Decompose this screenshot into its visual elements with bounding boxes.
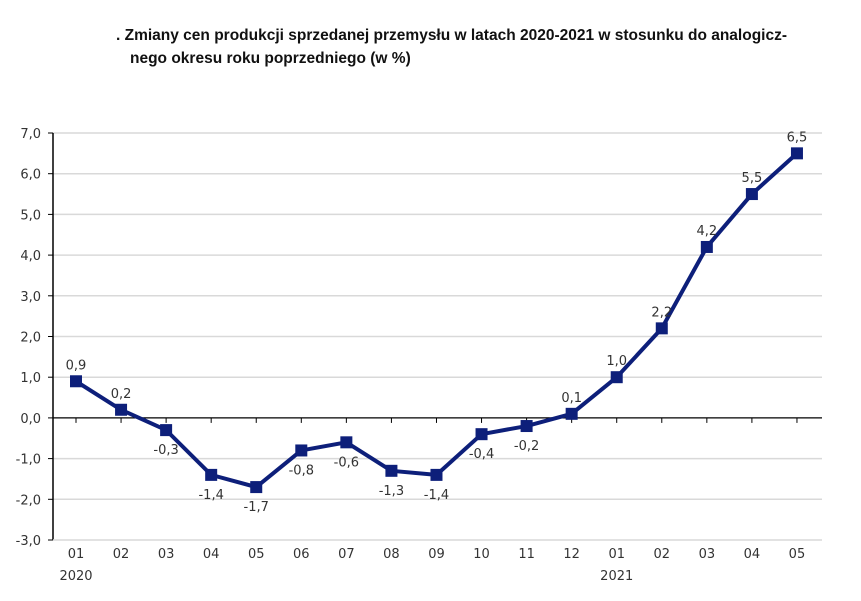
data-point: [115, 403, 128, 416]
data-label: 4,2: [696, 224, 717, 239]
x-tick-label: 04: [744, 547, 761, 562]
data-label: 2,2: [651, 305, 672, 320]
x-tick-label: 01: [68, 547, 85, 562]
y-tick-label: 7,0: [20, 127, 41, 142]
data-point: [160, 424, 173, 437]
data-point: [520, 420, 533, 433]
data-label: 1,0: [606, 354, 627, 369]
x-tick-label: 10: [473, 547, 490, 562]
year-label: 2020: [59, 569, 92, 584]
x-tick-label: 02: [654, 547, 671, 562]
data-label: -0,8: [289, 463, 314, 478]
data-point: [610, 371, 623, 384]
data-point: [295, 444, 308, 457]
data-point: [385, 464, 398, 477]
y-tick-label: 6,0: [20, 168, 41, 183]
data-label: -1,4: [424, 488, 449, 503]
y-tick-label: 5,0: [20, 208, 41, 223]
data-point: [340, 436, 353, 449]
data-label: 0,2: [111, 387, 132, 402]
data-point: [700, 240, 713, 253]
data-point: [565, 407, 578, 420]
data-point: [475, 428, 488, 441]
data-label: -1,7: [244, 500, 269, 515]
data-point: [790, 147, 803, 160]
data-point: [745, 188, 758, 201]
data-label: -1,4: [198, 488, 223, 503]
x-tick-label: 03: [699, 547, 716, 562]
x-tick-label: 03: [158, 547, 175, 562]
x-tick-label: 11: [518, 547, 535, 562]
y-tick-label: 1,0: [20, 371, 41, 386]
y-tick-label: 3,0: [20, 290, 41, 305]
data-label: -0,4: [469, 447, 494, 462]
data-label: 0,9: [66, 358, 87, 373]
data-label: -0,2: [514, 439, 539, 454]
x-tick-label: 06: [293, 547, 310, 562]
y-tick-label: -2,0: [16, 493, 41, 508]
x-tick-label: 08: [383, 547, 400, 562]
data-label: -0,3: [153, 443, 178, 458]
chart-title: . Zmiany cen produkcji sprzedanej przemy…: [116, 24, 856, 70]
x-tick-label: 04: [203, 547, 220, 562]
x-tick-label: 01: [608, 547, 625, 562]
data-label: -0,6: [334, 455, 359, 470]
data-point: [70, 375, 82, 388]
title-line-2: nego okresu roku poprzedniego (w %): [130, 50, 411, 67]
title-line-1: . Zmiany cen produkcji sprzedanej przemy…: [116, 27, 788, 44]
x-tick-label: 02: [113, 547, 130, 562]
y-tick-label: 4,0: [20, 249, 41, 264]
year-label: 2021: [600, 569, 633, 584]
data-label: 0,1: [561, 391, 582, 406]
x-tick-label: 05: [789, 547, 806, 562]
x-tick-label: 07: [338, 547, 355, 562]
x-tick-label: 09: [428, 547, 445, 562]
data-point: [430, 468, 443, 481]
y-tick-label: -1,0: [16, 453, 41, 468]
data-label: 6,5: [787, 130, 808, 145]
data-label: 5,5: [742, 171, 763, 186]
x-tick-label: 05: [248, 547, 265, 562]
y-tick-label: 2,0: [20, 331, 41, 346]
data-point: [655, 322, 668, 335]
data-point: [205, 468, 218, 481]
y-tick-label: 0,0: [20, 412, 41, 427]
series-line: [74, 151, 799, 490]
x-tick-label: 12: [563, 547, 580, 562]
data-label: -1,3: [379, 484, 404, 499]
y-tick-label: -3,0: [16, 534, 41, 549]
data-point: [250, 481, 263, 494]
